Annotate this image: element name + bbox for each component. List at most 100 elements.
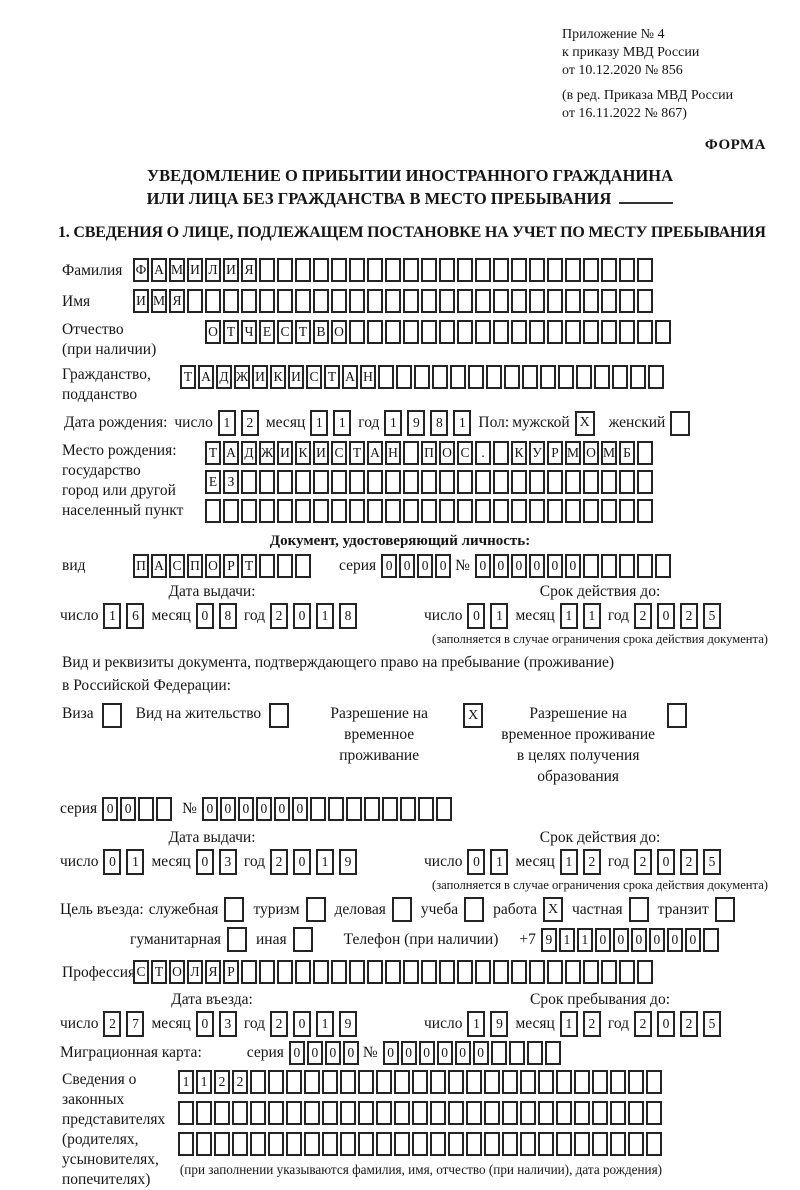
char-cell[interactable] <box>619 320 635 344</box>
char-cell[interactable] <box>412 1070 428 1094</box>
char-cell[interactable]: И <box>277 441 293 465</box>
char-cell[interactable] <box>309 797 326 821</box>
char-cell[interactable] <box>594 365 610 389</box>
char-cell[interactable]: 9 <box>540 927 557 952</box>
char-cell[interactable]: 0 <box>657 603 676 629</box>
char-cell[interactable] <box>277 258 293 282</box>
char-cell[interactable] <box>331 289 347 313</box>
char-cell[interactable] <box>637 320 653 344</box>
char-cell[interactable] <box>214 1132 230 1156</box>
char-cell[interactable] <box>277 554 293 578</box>
char-cell[interactable]: С <box>169 554 185 578</box>
char-cell[interactable]: 0 <box>435 554 452 578</box>
char-cell[interactable]: 1 <box>333 410 352 436</box>
char-cell[interactable] <box>630 365 646 389</box>
char-cell[interactable]: 2 <box>270 603 289 629</box>
char-cell[interactable] <box>547 258 563 282</box>
char-cell[interactable]: М <box>565 441 581 465</box>
char-cell[interactable] <box>592 1132 608 1156</box>
char-cell[interactable] <box>544 1041 561 1065</box>
char-cell[interactable]: П <box>187 554 203 578</box>
char-cell[interactable]: 0 <box>381 554 398 578</box>
char-cell[interactable] <box>295 960 311 984</box>
char-cell[interactable] <box>648 365 664 389</box>
char-cell[interactable] <box>619 470 635 494</box>
char-cell[interactable] <box>403 320 419 344</box>
char-cell[interactable]: 2 <box>240 410 259 436</box>
char-cell[interactable] <box>385 470 401 494</box>
char-cell[interactable] <box>511 258 527 282</box>
char-cell[interactable] <box>421 320 437 344</box>
char-cell[interactable] <box>637 470 653 494</box>
char-cell[interactable] <box>313 258 329 282</box>
char-cell[interactable] <box>619 499 635 523</box>
char-cell[interactable]: Т <box>324 365 340 389</box>
char-cell[interactable]: Т <box>241 554 257 578</box>
char-cell[interactable] <box>565 289 581 313</box>
char-cell[interactable]: 0 <box>454 1041 471 1065</box>
char-cell[interactable]: А <box>151 554 167 578</box>
char-cell[interactable] <box>583 470 599 494</box>
char-cell[interactable] <box>250 1101 266 1125</box>
char-cell[interactable]: 0 <box>399 554 416 578</box>
char-cell[interactable]: 0 <box>342 1041 359 1065</box>
char-cell[interactable] <box>511 960 527 984</box>
char-cell[interactable]: Т <box>180 365 196 389</box>
char-cell[interactable] <box>363 797 380 821</box>
char-cell[interactable] <box>349 960 365 984</box>
char-cell[interactable] <box>259 499 275 523</box>
char-cell[interactable] <box>241 499 257 523</box>
char-cell[interactable]: 0 <box>103 849 122 875</box>
char-cell[interactable] <box>618 554 635 578</box>
char-cell[interactable]: Р <box>547 441 563 465</box>
char-cell[interactable]: 9 <box>407 410 426 436</box>
char-cell[interactable]: У <box>529 441 545 465</box>
char-cell[interactable]: О <box>331 320 347 344</box>
male-checkbox[interactable]: X <box>574 410 595 436</box>
purpose-private-checkbox[interactable] <box>628 897 649 922</box>
char-cell[interactable] <box>214 1101 230 1125</box>
char-cell[interactable] <box>268 1132 284 1156</box>
char-cell[interactable] <box>367 289 383 313</box>
char-cell[interactable] <box>448 1070 464 1094</box>
char-cell[interactable] <box>493 289 509 313</box>
char-cell[interactable]: Ж <box>234 365 250 389</box>
char-cell[interactable] <box>435 797 452 821</box>
char-cell[interactable] <box>529 499 545 523</box>
char-cell[interactable] <box>655 320 671 344</box>
char-cell[interactable]: Р <box>223 554 239 578</box>
char-cell[interactable] <box>601 258 617 282</box>
char-cell[interactable] <box>654 554 671 578</box>
char-cell[interactable]: Т <box>295 320 311 344</box>
char-cell[interactable] <box>637 960 653 984</box>
char-cell[interactable] <box>358 1101 374 1125</box>
char-cell[interactable]: 1 <box>196 1070 212 1094</box>
char-cell[interactable]: 1 <box>490 849 509 875</box>
temp-residence-education-checkbox[interactable] <box>667 703 688 728</box>
char-cell[interactable] <box>583 320 599 344</box>
char-cell[interactable] <box>439 960 455 984</box>
char-cell[interactable] <box>403 258 419 282</box>
char-cell[interactable]: 2 <box>103 1011 122 1037</box>
char-cell[interactable] <box>457 960 473 984</box>
char-cell[interactable] <box>493 960 509 984</box>
char-cell[interactable]: К <box>295 441 311 465</box>
char-cell[interactable] <box>322 1132 338 1156</box>
char-cell[interactable]: 2 <box>270 849 289 875</box>
char-cell[interactable]: 8 <box>218 603 237 629</box>
char-cell[interactable]: 0 <box>666 927 683 952</box>
char-cell[interactable] <box>511 499 527 523</box>
char-cell[interactable] <box>304 1101 320 1125</box>
char-cell[interactable] <box>286 1101 302 1125</box>
char-cell[interactable]: И <box>223 258 239 282</box>
char-cell[interactable] <box>421 289 437 313</box>
char-cell[interactable] <box>565 499 581 523</box>
char-cell[interactable] <box>313 960 329 984</box>
char-cell[interactable]: Д <box>241 441 257 465</box>
char-cell[interactable]: 0 <box>418 1041 435 1065</box>
char-cell[interactable] <box>457 470 473 494</box>
char-cell[interactable]: 0 <box>467 603 486 629</box>
char-cell[interactable] <box>511 320 527 344</box>
char-cell[interactable]: 2 <box>634 849 653 875</box>
char-cell[interactable] <box>601 289 617 313</box>
